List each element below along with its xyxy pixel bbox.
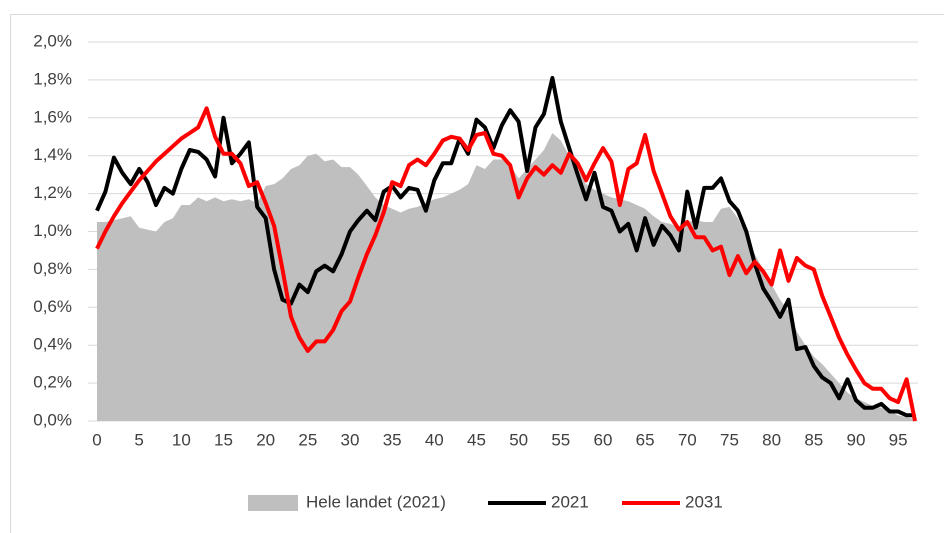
y-tick-label: 1,0%	[33, 221, 72, 240]
x-tick-label: 70	[678, 430, 697, 449]
x-tick-label: 10	[172, 430, 191, 449]
y-tick-label: 2,0%	[33, 31, 72, 50]
x-tick-label: 0	[92, 430, 101, 449]
y-tick-label: 0,4%	[33, 335, 72, 354]
x-tick-label: 35	[383, 430, 402, 449]
y-tick-label: 0,2%	[33, 373, 72, 392]
x-tick-label: 40	[425, 430, 444, 449]
x-tick-label: 50	[509, 430, 528, 449]
x-tick-label: 30	[341, 430, 360, 449]
y-tick-label: 0,0%	[33, 410, 72, 429]
y-tick-label: 0,6%	[33, 297, 72, 316]
y-tick-label: 1,2%	[33, 183, 72, 202]
x-tick-label: 20	[256, 430, 275, 449]
x-tick-label: 15	[214, 430, 233, 449]
line	[95, 106, 917, 422]
chart-frame	[10, 14, 944, 533]
y-tick-label: 1,8%	[33, 69, 72, 88]
area	[97, 133, 915, 421]
legend-label: Hele landet (2021)	[306, 492, 446, 511]
line	[95, 76, 915, 418]
x-tick-label: 45	[467, 430, 486, 449]
x-tick-label: 85	[804, 430, 823, 449]
legend-swatch	[248, 495, 298, 511]
x-tick-label: 5	[134, 430, 143, 449]
x-tick-label: 25	[298, 430, 317, 449]
x-tick-label: 65	[636, 430, 655, 449]
x-tick-label: 75	[720, 430, 739, 449]
x-tick-label: 80	[762, 430, 781, 449]
legend-label: 2031	[685, 492, 723, 511]
y-tick-label: 0,8%	[33, 259, 72, 278]
x-tick-label: 90	[847, 430, 866, 449]
x-tick-label: 60	[594, 430, 613, 449]
x-tick-label: 95	[889, 430, 908, 449]
legend-label: 2021	[551, 492, 589, 511]
y-tick-label: 1,6%	[33, 107, 72, 126]
x-tick-label: 55	[551, 430, 570, 449]
y-tick-label: 1,4%	[33, 145, 72, 164]
